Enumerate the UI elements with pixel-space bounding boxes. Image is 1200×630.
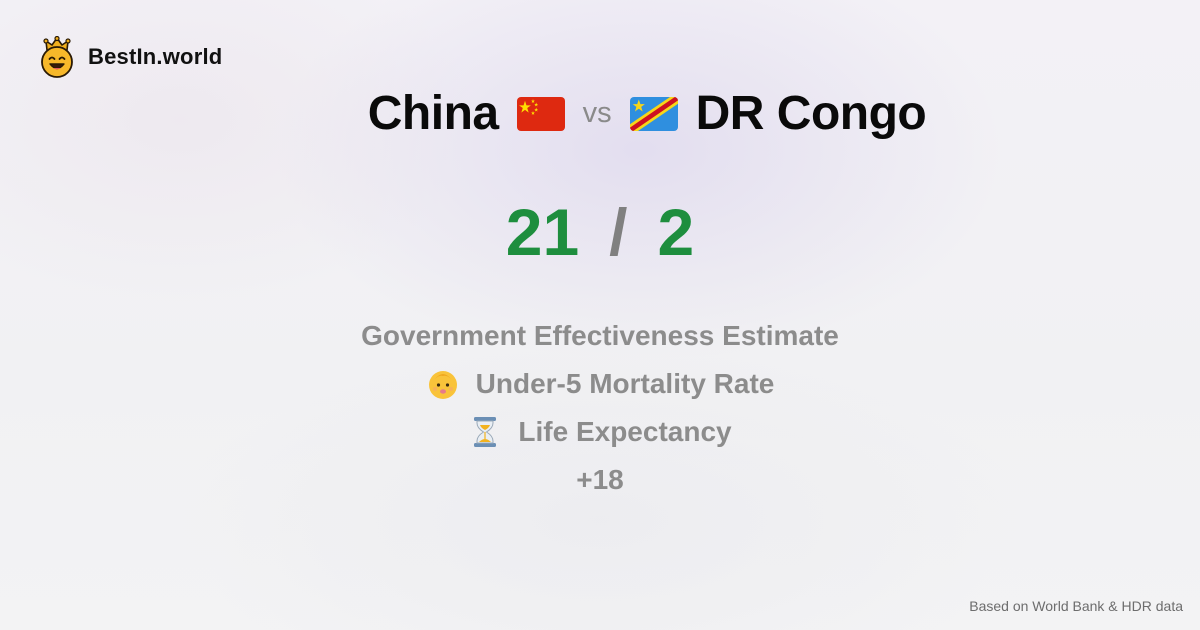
metric-label: Under-5 Mortality Rate <box>475 368 775 399</box>
crowned-smiley-icon <box>41 36 73 78</box>
brand[interactable]: BestIn.world <box>38 36 222 78</box>
right-country-name: DR Congo <box>695 87 927 140</box>
metric-government-effectiveness: Government Effectiveness Estimate <box>361 312 839 360</box>
hourglass-icon <box>474 417 497 447</box>
more-metrics-count: +18 <box>576 464 624 495</box>
score-separator: / <box>609 195 628 269</box>
metrics-list: Government Effectiveness Estimate Under-… <box>0 312 1200 504</box>
metric-under5-mortality: Under-5 Mortality Rate <box>426 360 775 408</box>
data-source-note: Based on World Bank & HDR data <box>969 598 1183 614</box>
metric-label: Government Effectiveness Estimate <box>361 320 839 351</box>
vs-label: vs <box>582 97 612 129</box>
left-score: 21 <box>505 195 580 269</box>
score: 21 / 2 <box>0 194 1200 270</box>
baby-icon <box>428 371 457 399</box>
china-flag-icon <box>516 96 565 131</box>
dr-congo-flag-icon <box>629 96 678 131</box>
left-country-name: China <box>367 87 499 140</box>
metric-label: Life Expectancy <box>518 416 732 447</box>
right-score: 2 <box>657 195 695 269</box>
brand-name: BestIn.world <box>88 44 223 69</box>
metric-life-expectancy: Life Expectancy <box>468 408 732 456</box>
comparison-title: China vs DR Congo <box>0 86 1200 141</box>
